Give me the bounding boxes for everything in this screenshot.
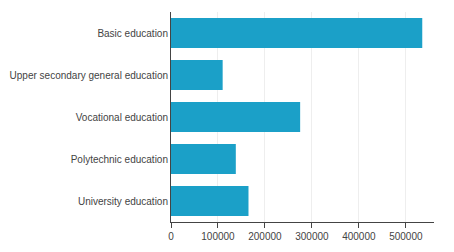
svg-text:Basic education: Basic education — [97, 28, 168, 39]
svg-text:University education: University education — [78, 196, 168, 207]
svg-text:Upper secondary general educat: Upper secondary general education — [10, 70, 168, 81]
svg-text:0: 0 — [168, 231, 174, 242]
svg-text:200000: 200000 — [248, 231, 282, 242]
svg-text:300000: 300000 — [295, 231, 329, 242]
svg-text:400000: 400000 — [342, 231, 376, 242]
svg-text:Vocational education: Vocational education — [76, 112, 168, 123]
svg-text:Polytechnic education: Polytechnic education — [71, 154, 168, 165]
svg-text:100000: 100000 — [201, 231, 235, 242]
svg-text:500000: 500000 — [389, 231, 423, 242]
